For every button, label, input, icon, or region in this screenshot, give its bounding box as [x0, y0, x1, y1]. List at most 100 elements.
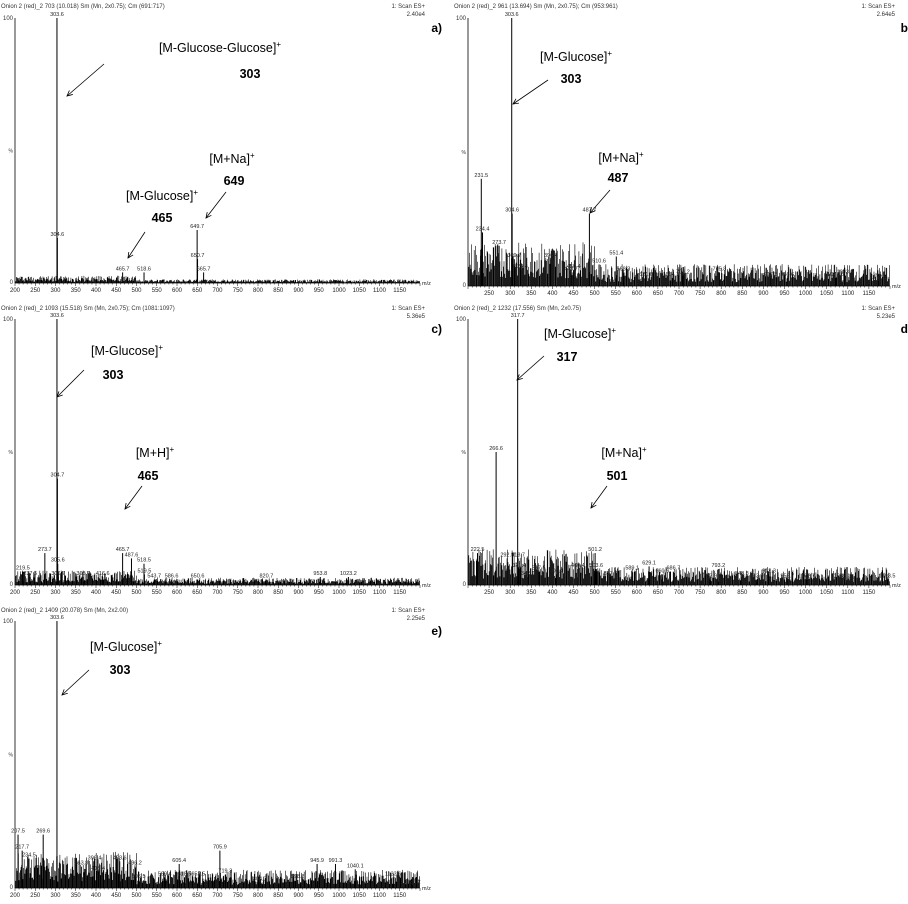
x-tick-label: 650 — [192, 590, 203, 596]
ion-formula: [M-Glucose] — [126, 189, 193, 203]
panel-label: a) — [431, 21, 442, 35]
peak-label: 273.7 — [492, 240, 506, 246]
x-tick-label: 750 — [233, 288, 244, 294]
peak-label: 303.6 — [50, 12, 64, 18]
y-tick-label: 0 — [463, 582, 467, 588]
peak-label: 660.5 — [655, 568, 669, 574]
x-tick-label: 250 — [30, 590, 41, 596]
peak-label: 501.2 — [588, 547, 602, 553]
peak-label: 1086.1 — [834, 574, 851, 580]
ion-charge: + — [276, 40, 281, 49]
x-tick-label: 500 — [590, 291, 601, 297]
ion-formula: [M+H] — [136, 446, 170, 460]
x-tick-label: 350 — [71, 590, 82, 596]
ion-formula: [M-Glucose] — [91, 344, 158, 358]
peak-label: 652.5 — [191, 871, 205, 877]
x-tick-label: 700 — [212, 288, 223, 294]
x-tick-label: 800 — [253, 288, 264, 294]
intensity-scale-label: 5.36e5 — [407, 314, 426, 320]
x-tick-label: 1150 — [862, 590, 876, 596]
x-tick-label: 950 — [779, 590, 790, 596]
x-tick-label: 950 — [314, 893, 325, 899]
peak-label: 510.6 — [592, 259, 606, 265]
x-axis-label: m/z — [892, 284, 901, 290]
ion-mass-label: 303 — [110, 663, 131, 677]
ion-mass-label: 303 — [240, 67, 261, 81]
arrow-head — [590, 502, 597, 509]
intensity-scale-label: 5.23e5 — [877, 314, 896, 320]
peak-label: 795.8 — [713, 267, 727, 273]
x-tick-label: 850 — [273, 288, 284, 294]
ion-annotation: [M-Glucose]+ — [540, 49, 612, 64]
x-tick-label: 900 — [293, 590, 304, 596]
peak-label: 1096.3 — [838, 576, 855, 582]
x-tick-label: 700 — [674, 291, 685, 297]
x-tick-label: 250 — [484, 291, 495, 297]
x-tick-label: 600 — [172, 893, 183, 899]
x-tick-label: 300 — [50, 893, 61, 899]
peak-label: 325.4 — [514, 264, 528, 270]
annotation-arrow — [124, 485, 143, 510]
peak-label: 848.8 — [735, 571, 749, 577]
x-tick-label: 350 — [526, 291, 537, 297]
x-tick-label: 600 — [172, 590, 183, 596]
x-tick-label: 1150 — [393, 288, 407, 294]
peak-label: 1093.6 — [837, 269, 854, 275]
peak-label: 487.6 — [125, 552, 139, 558]
peak-label: 569.4 — [158, 871, 172, 877]
annotation-arrow — [205, 191, 227, 219]
ion-mass-label: 317 — [557, 350, 578, 364]
ion-mass-label: 303 — [103, 368, 124, 382]
peak-label: 719.3 — [218, 869, 232, 875]
peak-label: 629.1 — [642, 560, 656, 566]
noise-baseline — [15, 851, 420, 888]
panel-label: d) — [901, 322, 908, 336]
x-tick-label: 450 — [568, 291, 579, 297]
x-tick-label: 250 — [484, 590, 495, 596]
x-tick-label: 650 — [653, 291, 664, 297]
x-tick-label: 500 — [131, 288, 142, 294]
arrow-head — [205, 212, 212, 219]
arrow-head — [516, 374, 523, 381]
x-tick-label: 300 — [50, 288, 61, 294]
x-tick-label: 350 — [71, 893, 82, 899]
peak-label: 305.6 — [51, 558, 65, 564]
peak-label: 363.8 — [74, 861, 88, 867]
peak-label: 793.2 — [711, 563, 725, 569]
peak-label: 409.4 — [549, 568, 563, 574]
peak-label: 991.3 — [329, 858, 343, 864]
peak-label: 586.6 — [165, 574, 179, 580]
peak-label: 458.6 — [113, 855, 127, 861]
y-tick-label: 0 — [463, 283, 467, 289]
x-tick-label: 950 — [314, 590, 325, 596]
x-axis-label: m/z — [892, 583, 901, 589]
peak-label: 450.4 — [567, 264, 581, 270]
annotation-arrow — [590, 485, 608, 509]
ion-charge: + — [193, 188, 198, 197]
peak-label: 518.6 — [137, 266, 151, 272]
x-tick-label: 650 — [653, 590, 664, 596]
x-tick-label: 750 — [233, 590, 244, 596]
x-tick-label: 1050 — [353, 893, 367, 899]
peak-label: 503.6 — [589, 563, 603, 569]
spectrum-header: Onion 2 (red)_2 1232 (17.556) Sm (Mn, 2x… — [454, 306, 581, 312]
peak-label: 465.7 — [116, 547, 130, 553]
ion-charge: + — [607, 49, 612, 58]
y-tick-label: 100 — [3, 16, 14, 22]
ion-charge: + — [639, 150, 644, 159]
ion-annotation: [M+Na]+ — [601, 445, 647, 460]
x-tick-label: 1100 — [841, 291, 855, 297]
arrow-head — [512, 98, 519, 105]
peak-label: 217.7 — [15, 845, 29, 851]
peak-label: 589.1 — [625, 566, 639, 572]
peak-label: 304.7 — [51, 473, 65, 479]
x-tick-label: 400 — [91, 590, 102, 596]
spectrum-panel: Onion 2 (red)_2 703 (10.018) Sm (Mn, 2x0… — [1, 4, 442, 294]
ion-mass-label: 649 — [224, 174, 245, 188]
peak-label: 945.9 — [310, 858, 324, 864]
y-tick-label: 100 — [3, 317, 14, 323]
x-tick-label: 1000 — [332, 288, 346, 294]
peak-label: 207.5 — [11, 829, 25, 835]
